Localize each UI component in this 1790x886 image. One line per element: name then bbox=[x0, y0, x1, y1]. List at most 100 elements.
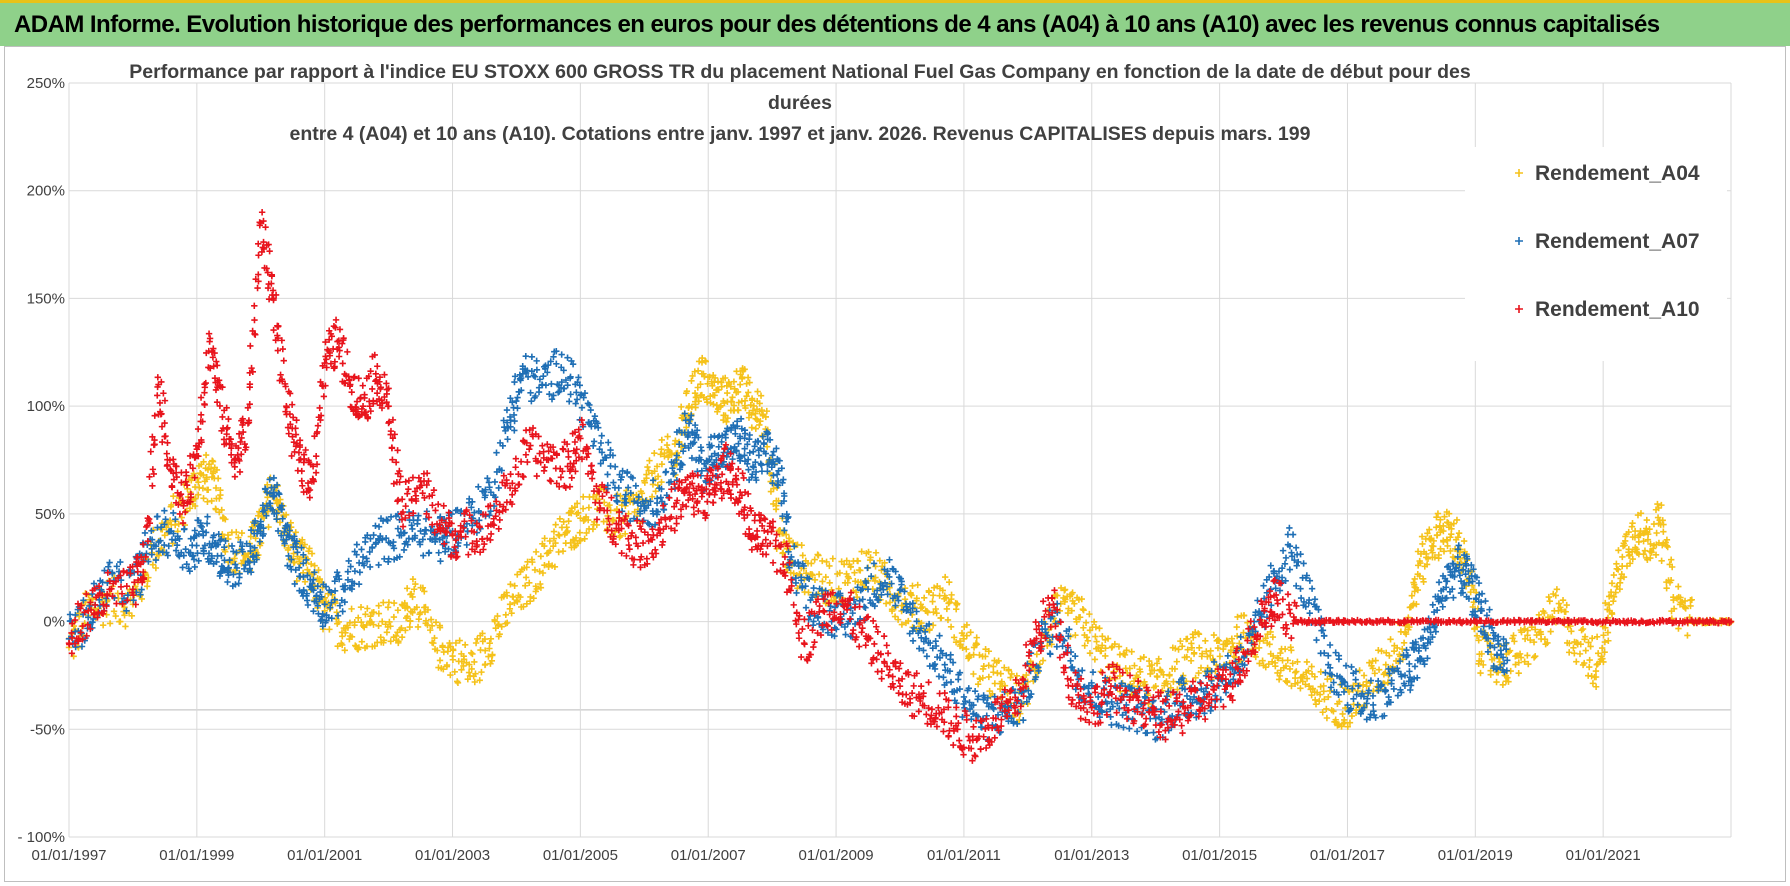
data-point bbox=[460, 662, 467, 670]
data-point bbox=[1316, 698, 1323, 705]
data-point bbox=[491, 618, 499, 625]
data-point bbox=[495, 525, 502, 533]
data-point bbox=[564, 354, 571, 361]
data-point bbox=[251, 316, 258, 324]
data-point bbox=[551, 563, 559, 570]
data-point bbox=[1033, 651, 1041, 658]
data-point bbox=[1426, 526, 1433, 533]
data-point bbox=[429, 502, 436, 509]
data-point bbox=[1592, 667, 1600, 675]
data-point bbox=[758, 468, 766, 475]
data-point bbox=[1071, 600, 1078, 607]
data-point bbox=[1072, 631, 1079, 639]
data-point bbox=[1586, 656, 1593, 664]
data-point bbox=[1115, 643, 1123, 650]
data-point bbox=[1576, 650, 1584, 658]
data-point bbox=[465, 551, 472, 558]
data-point bbox=[739, 470, 746, 477]
data-point bbox=[802, 604, 810, 611]
data-point bbox=[1093, 638, 1100, 645]
data-point bbox=[375, 523, 383, 530]
data-point bbox=[310, 576, 317, 583]
data-point bbox=[1294, 679, 1301, 686]
data-point bbox=[1190, 649, 1198, 656]
data-point bbox=[1311, 596, 1319, 603]
data-point bbox=[1086, 649, 1094, 657]
data-point bbox=[1407, 686, 1414, 694]
data-point bbox=[695, 398, 702, 405]
data-point bbox=[590, 442, 597, 449]
data-point bbox=[1416, 557, 1423, 565]
data-point bbox=[390, 599, 398, 607]
data-point bbox=[563, 529, 570, 536]
data-point bbox=[197, 394, 205, 401]
data-point bbox=[292, 425, 299, 432]
data-point bbox=[694, 367, 702, 374]
data-point bbox=[204, 513, 211, 520]
data-point bbox=[938, 614, 945, 622]
data-point bbox=[1440, 527, 1447, 535]
data-point bbox=[1433, 532, 1441, 539]
data-point bbox=[1183, 692, 1191, 700]
data-point bbox=[1057, 584, 1065, 592]
data-point bbox=[502, 611, 510, 619]
data-point bbox=[763, 443, 771, 450]
data-point bbox=[704, 498, 711, 505]
data-point bbox=[1400, 639, 1408, 647]
data-point bbox=[572, 534, 580, 542]
data-point bbox=[1270, 652, 1277, 660]
data-point bbox=[972, 641, 979, 649]
data-point bbox=[945, 600, 952, 607]
data-point bbox=[219, 413, 226, 421]
data-point bbox=[1455, 529, 1463, 537]
data-point bbox=[1435, 579, 1443, 586]
data-point bbox=[730, 378, 738, 385]
data-point bbox=[944, 616, 952, 624]
data-point bbox=[436, 657, 444, 664]
data-point bbox=[1654, 500, 1661, 508]
data-point bbox=[929, 592, 937, 599]
data-point bbox=[419, 584, 427, 591]
data-point bbox=[843, 557, 850, 564]
data-point bbox=[1104, 635, 1112, 642]
data-point bbox=[606, 501, 613, 509]
data-point bbox=[277, 371, 284, 379]
data-point bbox=[409, 609, 416, 616]
data-point bbox=[210, 468, 217, 475]
data-point bbox=[1429, 601, 1436, 609]
data-point bbox=[1410, 579, 1417, 586]
data-point bbox=[1521, 658, 1528, 665]
data-point bbox=[1375, 666, 1383, 673]
data-point bbox=[1303, 658, 1311, 666]
data-point bbox=[646, 457, 653, 464]
data-point bbox=[1196, 679, 1204, 686]
data-point bbox=[1439, 603, 1446, 610]
data-point bbox=[200, 458, 207, 466]
data-point bbox=[898, 621, 906, 628]
data-point bbox=[1687, 596, 1694, 604]
data-point bbox=[1434, 510, 1442, 517]
data-point bbox=[557, 474, 565, 481]
data-point bbox=[1406, 660, 1413, 668]
data-point bbox=[886, 599, 894, 606]
data-point bbox=[611, 463, 619, 470]
data-point bbox=[909, 637, 917, 644]
data-point bbox=[1394, 644, 1401, 652]
data-point bbox=[810, 584, 817, 592]
data-point bbox=[1320, 682, 1327, 690]
data-point bbox=[1259, 657, 1266, 664]
data-point bbox=[400, 546, 408, 554]
data-point bbox=[943, 605, 951, 613]
data-point bbox=[742, 404, 749, 412]
data-point bbox=[747, 401, 754, 409]
data-point bbox=[541, 463, 548, 471]
data-point bbox=[644, 463, 651, 471]
data-point bbox=[472, 639, 480, 647]
data-point bbox=[597, 439, 605, 447]
data-point bbox=[507, 470, 514, 478]
data-point bbox=[162, 432, 169, 440]
data-point bbox=[734, 388, 742, 396]
data-point bbox=[882, 600, 890, 607]
data-point bbox=[138, 595, 145, 603]
data-point bbox=[370, 608, 377, 616]
